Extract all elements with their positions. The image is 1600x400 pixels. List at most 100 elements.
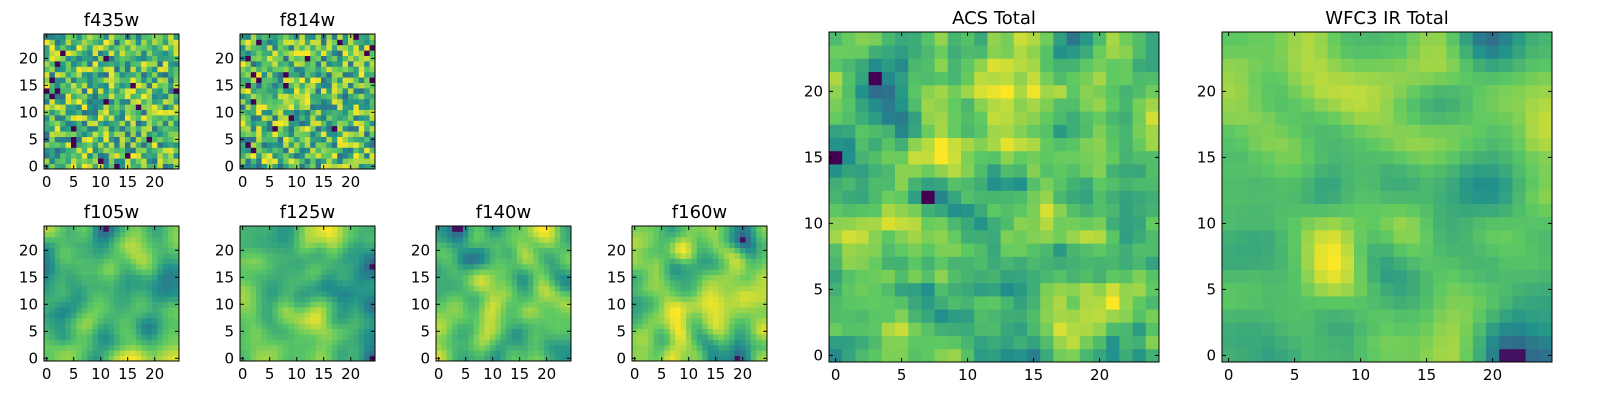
heatmap-cell	[740, 312, 746, 319]
heatmap-cell	[1053, 124, 1067, 138]
heatmap-cell	[44, 44, 50, 51]
heatmap-cell	[463, 253, 469, 259]
heatmap-cell	[648, 280, 654, 286]
heatmap-cell	[141, 152, 147, 159]
heatmap-cell	[277, 317, 284, 324]
heatmap-cell	[103, 328, 110, 335]
heatmap-cell	[348, 147, 354, 154]
heatmap-cell	[1248, 348, 1262, 363]
heatmap-cell	[691, 355, 698, 362]
heatmap-cell	[718, 258, 725, 265]
heatmap-cell	[554, 334, 561, 340]
heatmap-cell	[740, 242, 746, 248]
heatmap-cell	[1340, 269, 1355, 284]
heatmap-cell	[842, 322, 856, 336]
heatmap-cell	[1145, 32, 1160, 46]
heatmap-cell	[168, 131, 174, 137]
heatmap-cell	[756, 242, 762, 248]
heatmap-cell	[114, 236, 120, 243]
heatmap-cell	[146, 344, 153, 351]
heatmap-cell	[468, 263, 475, 270]
heatmap-cell	[342, 263, 349, 270]
heatmap-cell	[723, 231, 730, 238]
heatmap-cell	[130, 120, 137, 127]
heatmap-cell	[157, 93, 164, 100]
heatmap-cell	[1053, 164, 1067, 178]
heatmap-cell	[1354, 256, 1368, 270]
heatmap-cell	[659, 344, 665, 351]
heatmap-cell	[473, 312, 480, 319]
heatmap-cell	[71, 231, 77, 238]
heatmap-cell	[173, 125, 180, 132]
heatmap-cell	[125, 50, 131, 56]
heatmap-cell	[750, 307, 757, 313]
heatmap-cell	[331, 158, 338, 164]
heatmap-cell	[1235, 216, 1249, 231]
heatmap-cell	[157, 61, 164, 67]
heatmap-cell	[173, 158, 180, 164]
heatmap-cell	[829, 58, 843, 72]
heatmap-cell	[168, 120, 174, 127]
heatmap-cell	[358, 61, 365, 67]
heatmap-cell	[98, 301, 104, 308]
heatmap-cell	[261, 280, 268, 286]
heatmap-cell	[895, 243, 909, 257]
heatmap-cell	[87, 242, 93, 248]
heatmap-cell	[358, 339, 365, 346]
heatmap-cell	[369, 142, 376, 148]
heatmap-cell	[1354, 322, 1368, 336]
heatmap-cell	[1288, 216, 1302, 231]
heatmap-cell	[664, 350, 671, 356]
heatmap-cell	[44, 158, 50, 164]
heatmap-cell	[277, 39, 284, 46]
heatmap-cell	[87, 147, 93, 154]
heatmap-cell	[446, 334, 453, 340]
heatmap-cell	[277, 312, 284, 319]
heatmap-cell	[162, 142, 169, 148]
heatmap-cell	[829, 243, 843, 257]
heatmap-cell	[1420, 282, 1434, 297]
heatmap-cell	[855, 164, 869, 178]
heatmap-cell	[369, 120, 376, 127]
heatmap-cell	[60, 296, 66, 302]
heatmap-cell	[76, 55, 83, 62]
heatmap-cell	[141, 104, 147, 110]
heatmap-cell	[353, 334, 360, 340]
heatmap-cell	[304, 269, 311, 275]
heatmap-cell	[680, 247, 687, 254]
heatmap-cell	[1132, 335, 1147, 350]
heatmap-cell	[669, 355, 676, 362]
heatmap-cell	[934, 190, 949, 204]
heatmap-cell	[934, 216, 949, 231]
heatmap-cell	[549, 344, 556, 351]
heatmap-cell	[473, 301, 480, 308]
heatmap-cell	[288, 236, 295, 243]
heatmap-cell	[353, 285, 360, 292]
heatmap-cell	[135, 34, 142, 40]
heatmap-cell	[256, 125, 262, 132]
heatmap-cell	[511, 328, 518, 335]
heatmap-cell	[348, 115, 354, 121]
heatmap-cell	[1106, 269, 1120, 284]
heatmap-cell	[261, 88, 268, 94]
heatmap-cell	[364, 339, 370, 346]
heatmap-cell	[277, 104, 284, 110]
heatmap-cell	[669, 280, 676, 286]
heatmap-cell	[331, 328, 338, 335]
heatmap-cell	[1235, 282, 1249, 297]
heatmap-cell	[538, 307, 545, 313]
heatmap-cell	[288, 253, 295, 259]
heatmap-cell	[267, 312, 273, 319]
heatmap-cell	[76, 104, 83, 110]
heatmap-cell	[1119, 216, 1133, 231]
heatmap-cell	[294, 344, 300, 351]
heatmap-cell	[669, 344, 676, 351]
heatmap-cell	[921, 203, 935, 218]
heatmap-cell	[49, 350, 56, 356]
heatmap-cell	[342, 136, 349, 143]
heatmap-cell	[321, 344, 327, 351]
heatmap-cell	[934, 309, 949, 323]
heatmap-cell	[364, 269, 370, 275]
heatmap-cell	[484, 355, 491, 362]
heatmap-cell	[299, 158, 306, 164]
